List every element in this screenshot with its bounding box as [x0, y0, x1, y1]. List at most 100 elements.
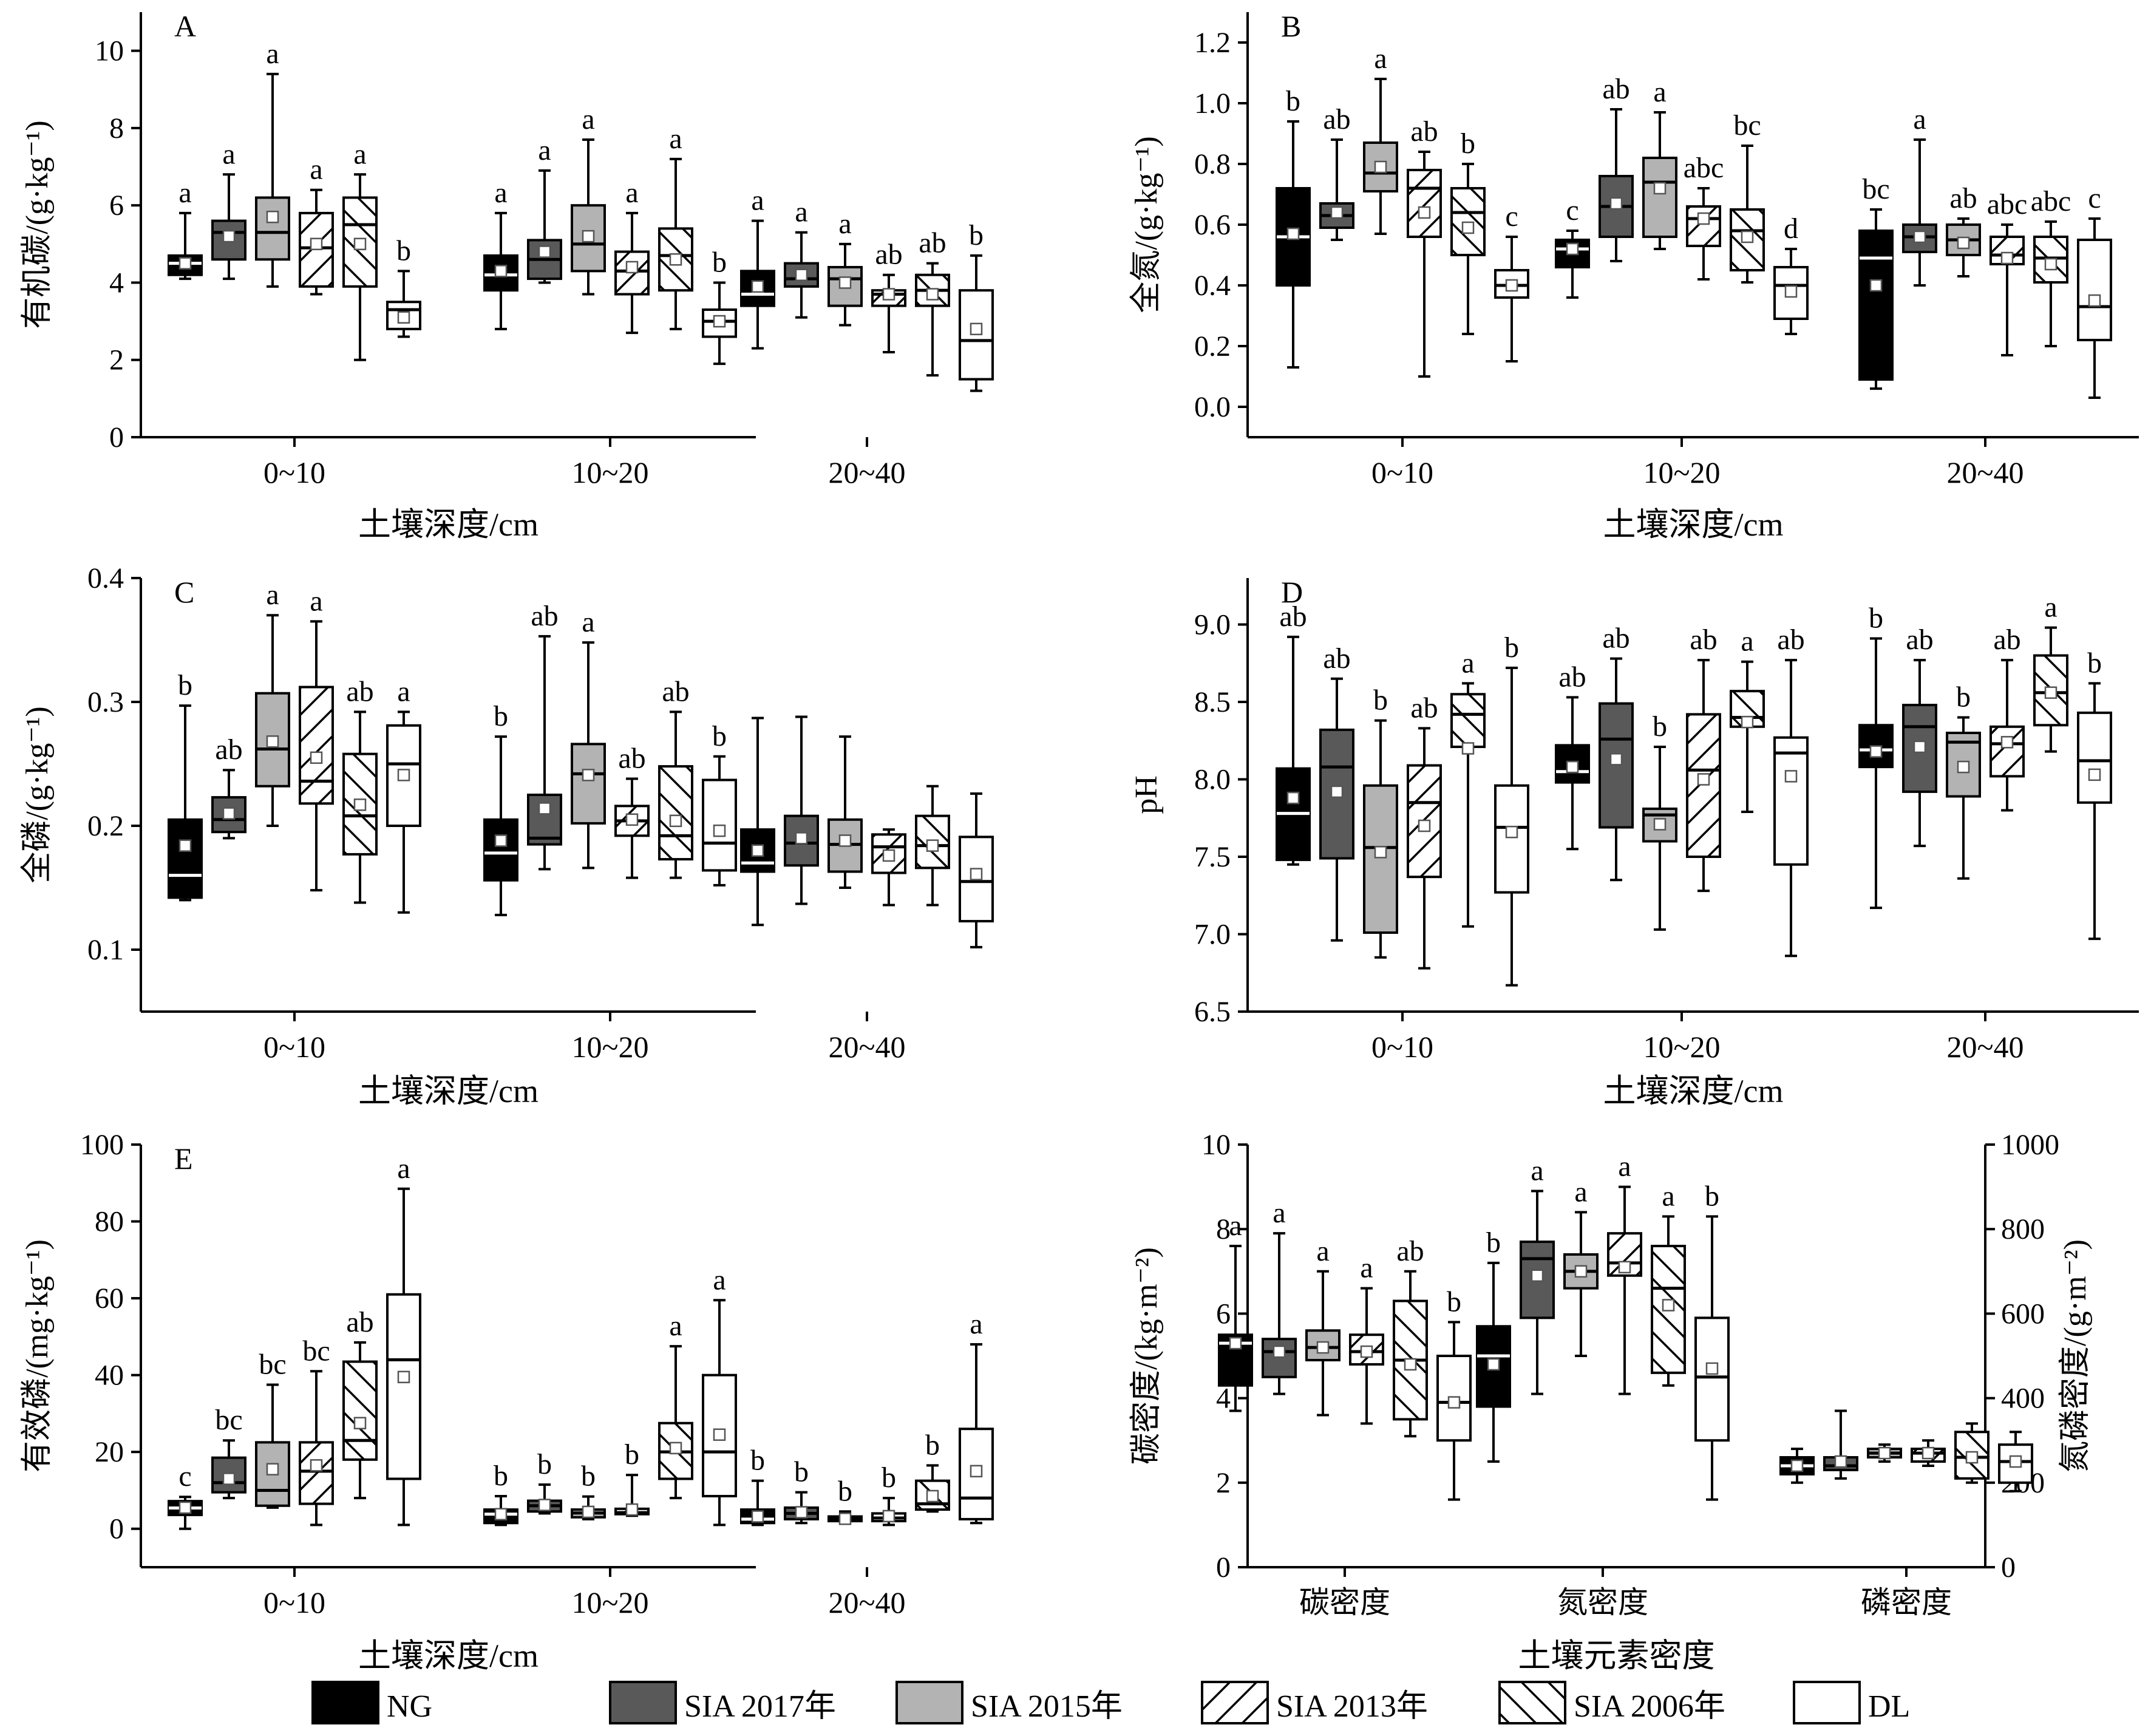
mean-marker — [1418, 819, 1431, 832]
box-plot: ab — [342, 1306, 378, 1500]
y-axis-label: 碳密度/(kg·m⁻²) — [1129, 1247, 1164, 1465]
significance-label: a — [1360, 1252, 1373, 1284]
box-plot: b — [386, 234, 421, 338]
mean-marker — [970, 1465, 983, 1478]
significance-label: ab — [346, 1306, 373, 1338]
mean-marker — [1784, 285, 1798, 298]
box-plot: b — [527, 1448, 562, 1515]
box-plot: a — [255, 579, 290, 827]
box-plot: a — [386, 675, 421, 914]
box-plot: c — [1494, 200, 1529, 363]
box — [1773, 736, 1809, 866]
box — [342, 1360, 378, 1461]
legend-item: DL — [1793, 1681, 1910, 1724]
box-plot: a — [483, 177, 518, 330]
mean-marker — [751, 1510, 764, 1523]
mean-marker — [1505, 279, 1518, 292]
x-tick-label: 10~20 — [1643, 455, 1720, 489]
y-tick-label: 6 — [1216, 1298, 1231, 1330]
mean-marker — [795, 832, 808, 845]
x-axis-label: 土壤元素密度 — [1518, 1638, 1715, 1674]
significance-label: ab — [1906, 624, 1933, 656]
y-tick-label: 0.8 — [1194, 148, 1231, 180]
box-plot: ab — [614, 742, 650, 879]
mean-marker — [397, 311, 410, 324]
significance-label: a — [1273, 1197, 1285, 1229]
mean-marker — [266, 735, 279, 748]
significance-label: a — [222, 138, 235, 170]
legend-label: SIA 2015年 — [971, 1689, 1123, 1724]
significance-label: b — [925, 1429, 940, 1461]
box — [1686, 713, 1721, 859]
box-plot: abc — [1987, 188, 2027, 356]
significance-label: a — [1316, 1235, 1329, 1267]
box — [1407, 169, 1442, 238]
significance-label: a — [1653, 76, 1666, 108]
x-tick-label: 20~40 — [1946, 455, 2024, 489]
mean-marker — [1316, 1341, 1330, 1354]
significance-label: bc — [302, 1335, 330, 1367]
significance-label: b — [1705, 1180, 1719, 1212]
significance-label: ab — [919, 227, 946, 259]
significance-label: ab — [1602, 73, 1629, 105]
mean-marker — [1705, 1362, 1719, 1375]
box-plot: b — [1276, 85, 1311, 369]
mean-marker — [2000, 736, 2014, 749]
mean-marker — [838, 1513, 852, 1525]
box-plot: b — [702, 720, 737, 887]
significance-label: b — [1956, 681, 1971, 713]
mean-marker — [795, 268, 808, 281]
box-plot: abc — [2031, 185, 2071, 347]
legend-label: NG — [387, 1689, 432, 1724]
mean-marker — [1869, 279, 1883, 292]
mean-marker — [310, 751, 323, 764]
box — [1642, 157, 1677, 238]
mean-marker — [1566, 760, 1579, 774]
significance-label: bc — [215, 1404, 242, 1436]
mean-marker — [1374, 160, 1387, 174]
box-plot: b — [871, 1462, 906, 1527]
box-plot: a — [959, 1308, 994, 1525]
mean-marker — [2009, 1455, 2022, 1468]
box-plot: a — [1349, 1252, 1384, 1425]
box-plot — [1867, 1443, 1902, 1463]
y-tick-label: 0.1 — [87, 934, 124, 966]
mean-marker — [970, 322, 983, 336]
x-tick-label: 0~10 — [1371, 1030, 1433, 1064]
significance-label: ab — [1690, 624, 1717, 656]
box-plot: a — [2033, 591, 2068, 753]
panel-f: 0246810碳密度/(kg·m⁻²)02004006008001000氮磷密度… — [1129, 1129, 2093, 1674]
box-plot: ab — [1902, 624, 1937, 848]
box-plot: b — [1363, 684, 1398, 959]
x-axis-label: 土壤深度/cm — [1603, 1073, 1784, 1109]
x-tick-label: 20~40 — [828, 1030, 905, 1064]
box-plot: b — [1436, 1285, 1472, 1501]
significance-label: b — [1461, 128, 1475, 160]
significance-label: ab — [618, 742, 645, 774]
mean-marker — [926, 839, 939, 852]
box — [740, 270, 775, 307]
significance-label: b — [581, 1460, 596, 1493]
box-plot: abc — [1684, 152, 1724, 281]
significance-label: a — [494, 177, 507, 209]
box — [255, 1441, 290, 1507]
panel-letter: C — [174, 575, 194, 609]
y-tick-label: 0 — [109, 1513, 124, 1545]
box-plot: b — [784, 1456, 819, 1525]
box-plot: ab — [1946, 182, 1981, 277]
box-plot: a — [211, 138, 246, 281]
box-plot: b — [168, 669, 203, 902]
mean-marker — [1461, 221, 1475, 234]
significance-label: b — [794, 1456, 809, 1488]
y-tick-label: 0.3 — [87, 686, 124, 718]
box-plot: ab — [1407, 692, 1442, 970]
mean-marker — [1360, 1345, 1373, 1358]
y-tick-label: 0.4 — [1194, 270, 1231, 302]
box-plot — [1779, 1448, 1815, 1484]
box-plot: ab — [342, 675, 378, 904]
box-plot: c — [168, 1460, 203, 1530]
mean-marker — [1697, 773, 1710, 786]
box-plot: ab — [1773, 624, 1809, 958]
x-tick-label: 磷密度 — [1861, 1585, 1952, 1619]
legend-swatch — [609, 1681, 677, 1724]
